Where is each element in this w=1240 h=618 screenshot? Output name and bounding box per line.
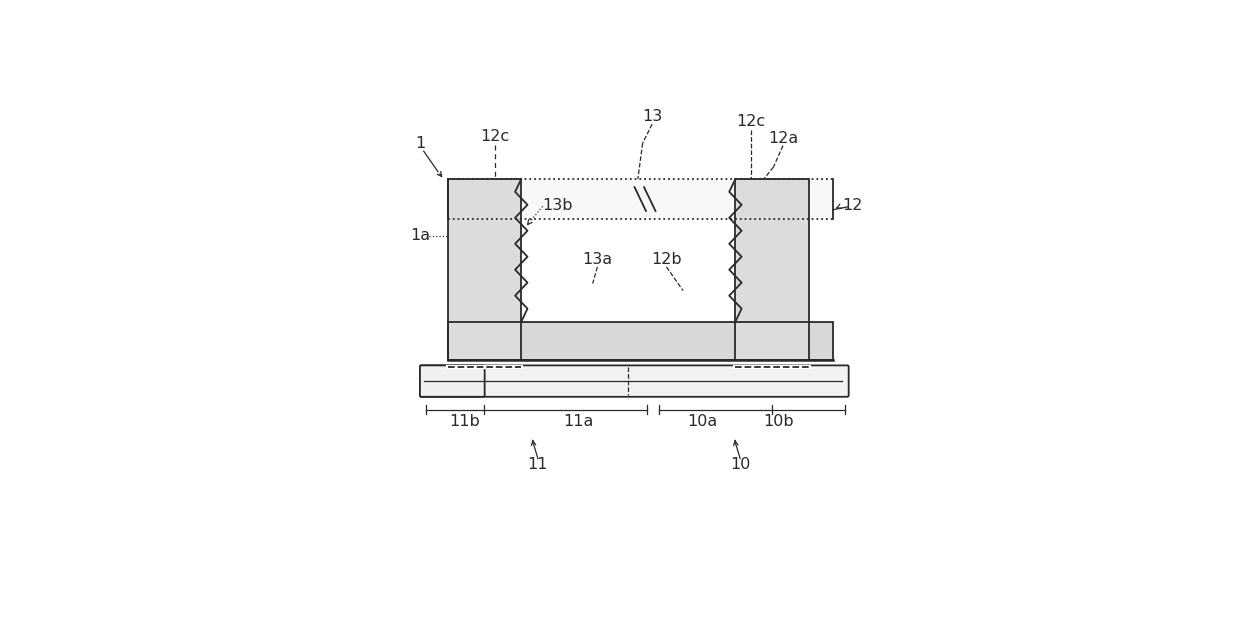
- Bar: [448, 179, 521, 360]
- Text: 11: 11: [528, 457, 548, 472]
- Text: 12c: 12c: [737, 114, 765, 129]
- Text: 12: 12: [842, 198, 862, 213]
- Text: 12b: 12b: [651, 252, 682, 267]
- Text: 10b: 10b: [763, 414, 794, 429]
- Text: 12a: 12a: [768, 131, 799, 146]
- Text: 11b: 11b: [449, 414, 480, 429]
- Bar: [735, 179, 810, 360]
- Text: 1: 1: [415, 136, 425, 151]
- FancyBboxPatch shape: [420, 365, 848, 397]
- Text: 13a: 13a: [583, 252, 613, 267]
- Text: 13b: 13b: [543, 198, 573, 213]
- Text: 12c: 12c: [481, 129, 510, 143]
- Text: 1a: 1a: [410, 229, 430, 243]
- Bar: [448, 179, 833, 219]
- Text: 11a: 11a: [563, 414, 594, 429]
- Text: 10: 10: [730, 457, 750, 472]
- FancyBboxPatch shape: [420, 365, 485, 397]
- Bar: [735, 179, 810, 360]
- Bar: [448, 321, 833, 360]
- Bar: [448, 321, 833, 360]
- Bar: [448, 179, 521, 360]
- Bar: [448, 179, 521, 360]
- Bar: [448, 321, 833, 360]
- Bar: [735, 179, 810, 360]
- Text: 10a: 10a: [687, 414, 717, 429]
- Text: 13: 13: [642, 109, 662, 124]
